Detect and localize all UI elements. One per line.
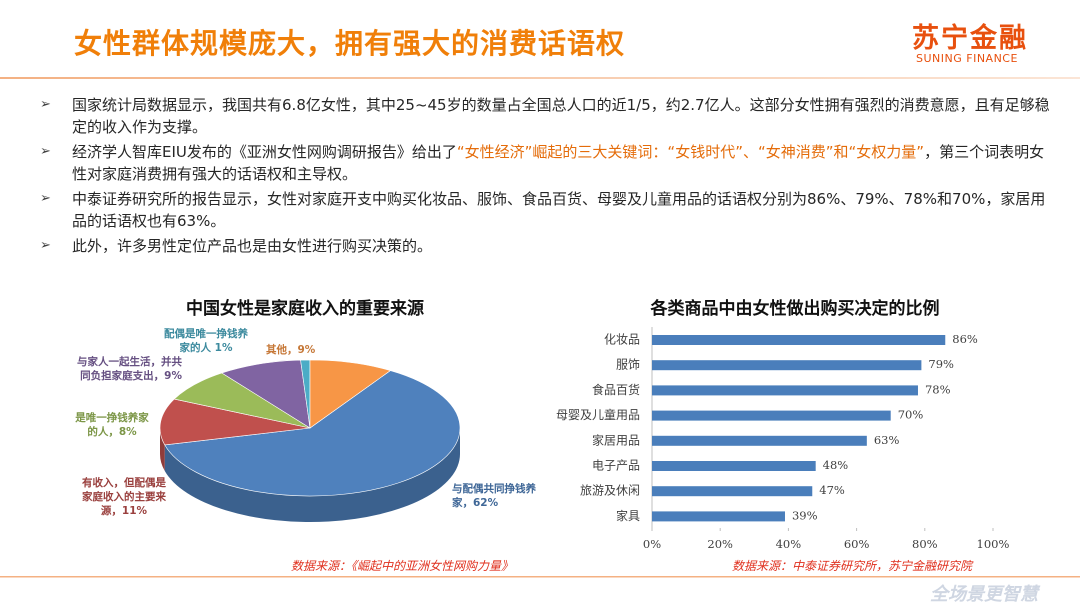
pie-slice	[221, 359, 311, 429]
chart-title: 中国女性是家庭收入的重要来源	[186, 299, 424, 319]
y-tick-label: 服饰	[616, 358, 640, 372]
pie-slice-side	[164, 428, 460, 522]
bar	[652, 435, 867, 446]
bar	[652, 511, 785, 522]
value-label: 78%	[925, 382, 951, 396]
y-tick-label: 化妆品	[604, 333, 640, 347]
logo: 苏宁金融	[912, 23, 1028, 54]
watermark: 全场景更智慧	[930, 584, 1038, 605]
bar	[652, 335, 946, 345]
category-label: 与家人一起生活，并共同负担家庭支出，	[77, 356, 182, 382]
category-label: 是唯一挣钱养家的人，	[75, 412, 149, 438]
pie-slice-side	[160, 428, 165, 471]
pie-label: 与家人一起生活，并共同负担家庭支出，9%	[70, 355, 182, 383]
bullet-item: 中泰证券研究所的报告显示，女性对家庭开支中购买化妆品、服饰、食品百货、母婴及儿童…	[40, 188, 1050, 232]
bullet-list: 国家统计局数据显示，我国共有6.8亿女性，其中25~45岁的数量占全国总人口的近…	[40, 94, 1050, 260]
value-label: 48%	[823, 458, 849, 472]
header-rule	[0, 77, 1080, 79]
bullet-text: 中泰证券研究所的报告显示，女性对家庭开支中购买化妆品、服饰、食品百货、母婴及儿童…	[72, 190, 1046, 230]
bar	[652, 486, 813, 497]
value-label: 62%	[473, 497, 499, 509]
source-note: 数据来源：中泰证券研究所，苏宁金融研究院	[731, 559, 972, 573]
bullet-text: 经济学人智库EIU发布的《亚洲女性网购调研报告》给出了	[72, 143, 457, 161]
value-label: 70%	[898, 408, 924, 422]
pie-slice	[309, 359, 392, 429]
y-tick-label: 母婴及儿童用品	[556, 407, 640, 422]
pie-slice	[159, 398, 311, 446]
x-tick-label: 40%	[776, 537, 802, 551]
bar	[652, 461, 816, 471]
y-tick-label: 家居用品	[592, 432, 640, 447]
bullet-item: 国家统计局数据显示，我国共有6.8亿女性，其中25~45岁的数量占全国总人口的近…	[40, 94, 1050, 138]
x-tick-label: 80%	[912, 537, 938, 551]
value-label: 8%	[118, 426, 137, 438]
footer-rule	[0, 576, 1080, 578]
pie-label: 配偶是唯一挣钱养家的人 1%	[162, 327, 250, 355]
pie-slice	[164, 370, 461, 497]
category-label: 配偶是唯一挣钱养家的人	[164, 328, 248, 354]
x-tick-label: 0%	[643, 537, 661, 551]
y-tick-label: 家具	[616, 508, 640, 523]
x-tick-label: 60%	[844, 537, 870, 551]
value-label: 79%	[928, 357, 954, 371]
value-label: 11%	[121, 505, 148, 517]
pie-label: 有收入，但配偶是家庭收入的主要来源，11%	[78, 476, 170, 518]
bullet-text: 此外，许多男性定位产品也是由女性进行购买决策的。	[72, 237, 433, 255]
category-label: 其他，	[266, 344, 298, 356]
bar	[652, 410, 891, 421]
source-note: 数据来源：《崛起中的亚洲女性网购力量》	[290, 559, 513, 573]
category-label: 有收入，但配偶是家庭收入的主要来源，	[82, 477, 166, 517]
x-tick-label: 100%	[977, 537, 1010, 551]
value-label: 1%	[214, 342, 233, 354]
pie-label: 是唯一挣钱养家的人，8%	[72, 411, 152, 439]
value-label: 86%	[952, 332, 978, 346]
chart-title: 各类商品中由女性做出购买决定的比例	[650, 299, 940, 319]
pie-label: 与配偶共同挣钱养家，62%	[452, 482, 547, 510]
value-label: 47%	[819, 483, 845, 497]
slide-title: 女性群体规模庞大，拥有强大的消费话语权	[74, 27, 626, 60]
bullet-text: 国家统计局数据显示，我国共有6.8亿女性，其中25~45岁的数量占全国总人口的近…	[72, 96, 1050, 136]
bar	[652, 385, 918, 396]
logo-subtitle: SUNING FINANCE	[916, 52, 1018, 65]
value-label: 9%	[164, 370, 182, 382]
bullet-item: 经济学人智库EIU发布的《亚洲女性网购调研报告》给出了“女性经济”崛起的三大关键…	[40, 141, 1050, 185]
x-tick-label: 20%	[707, 537, 733, 551]
bullet-text: ，第三个词表明女性对家庭消费拥有强大的话语权和主导权。	[72, 143, 1045, 183]
bullet-item: 此外，许多男性定位产品也是由女性进行购买决策的。	[40, 235, 1050, 257]
y-tick-label: 旅游及休闲	[580, 484, 640, 498]
value-label: 63%	[874, 433, 900, 447]
category-label: 与配偶共同挣钱养家，	[452, 483, 536, 509]
value-label: 39%	[792, 508, 818, 522]
bullet-text: “女性经济”崛起的三大关键词：“女钱时代”、“女神消费”和“女权力量”	[456, 143, 925, 161]
pie-label: 其他，9%	[266, 343, 336, 357]
y-tick-label: 电子产品	[592, 459, 640, 473]
value-label: 9%	[297, 344, 316, 356]
bar	[652, 360, 922, 371]
y-tick-label: 食品百货	[592, 382, 640, 397]
